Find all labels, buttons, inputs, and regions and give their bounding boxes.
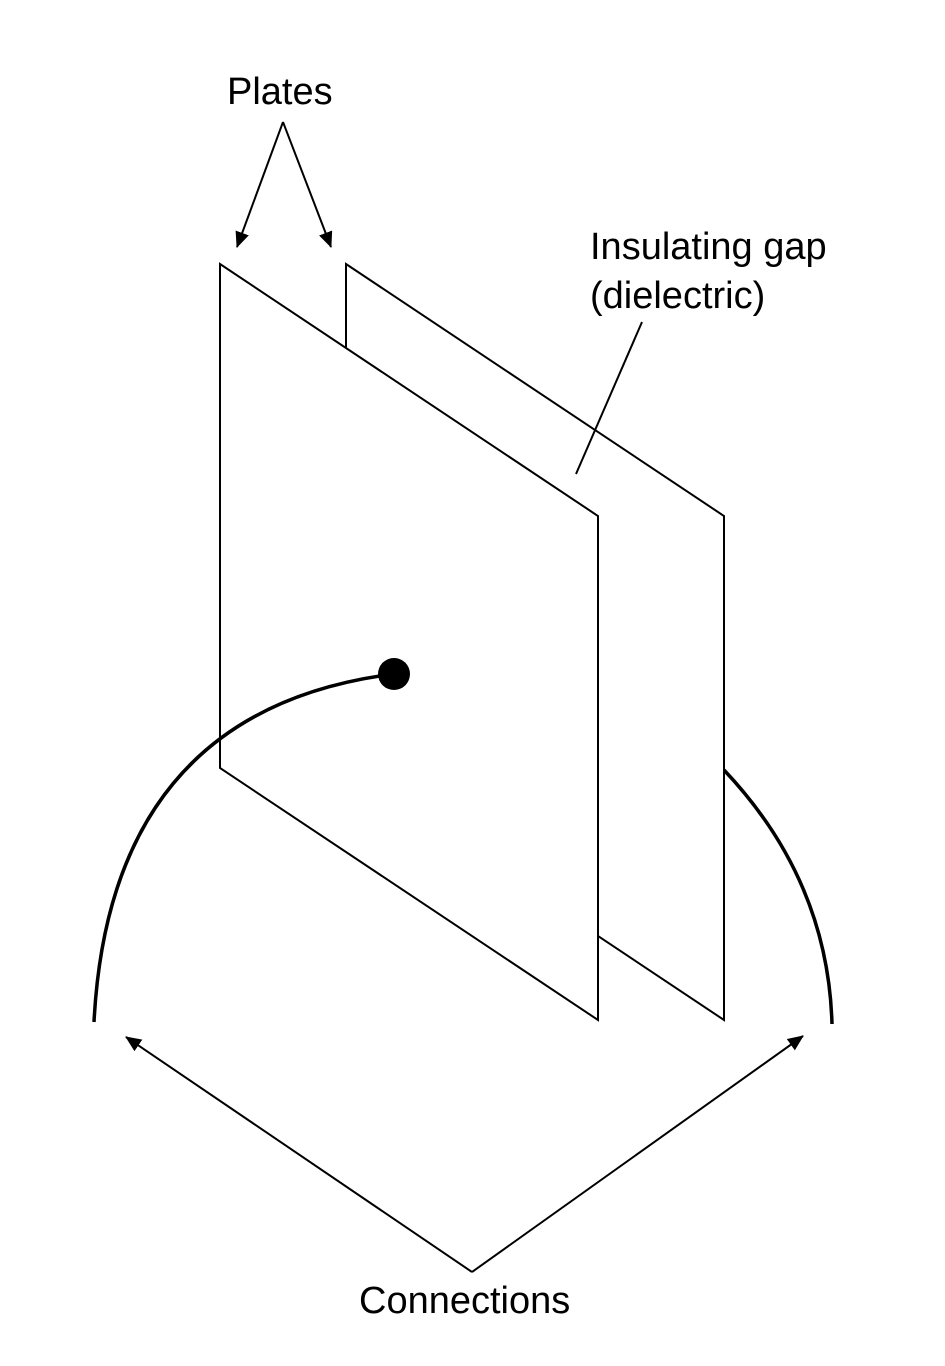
front-plate [219, 262, 599, 1022]
connections-label: Connections [359, 1280, 571, 1322]
insulating-gap-label: Insulating gap [590, 226, 827, 268]
connections-arrow-right [471, 1035, 804, 1273]
right-connection-wire [722, 768, 834, 1025]
insulating-gap-leader [575, 321, 643, 475]
plates-arrow-right [282, 121, 333, 248]
left-connection-wire [92, 672, 395, 1023]
plates-arrow-left [235, 121, 284, 248]
connections-arrow-left [125, 1036, 473, 1273]
dielectric-label: (dielectric) [590, 275, 766, 317]
plates-label: Plates [227, 71, 333, 113]
connection-terminal-dot [378, 658, 410, 690]
